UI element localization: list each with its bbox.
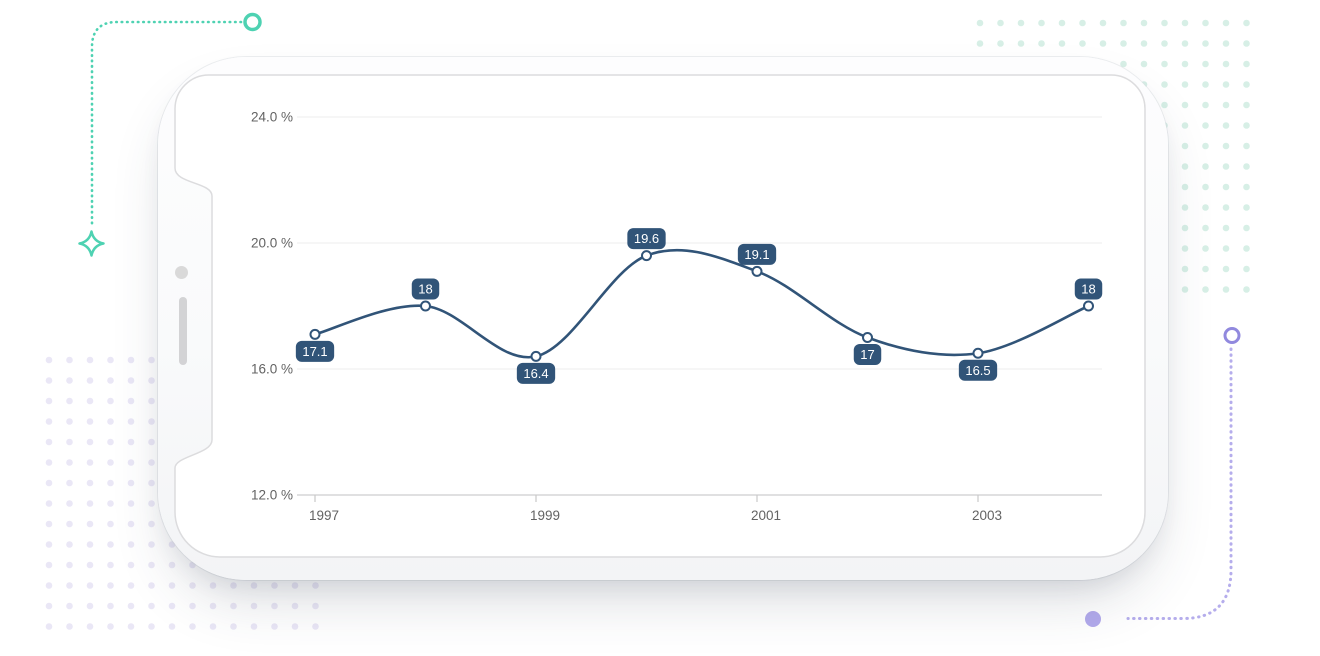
data-point-marker[interactable] [751, 265, 763, 277]
camera-icon [175, 266, 188, 279]
x-axis-tick-label: 2003 [972, 508, 1002, 523]
earpiece-speaker-icon [179, 297, 187, 365]
y-axis-tick-label: 24.0 % [251, 110, 293, 125]
svg-text:19.1: 19.1 [744, 247, 769, 262]
svg-text:16.4: 16.4 [523, 366, 548, 381]
svg-text:17: 17 [860, 347, 874, 362]
svg-text:19.6: 19.6 [634, 231, 659, 246]
purple-dot-icon [1085, 611, 1101, 627]
data-point-label: 16.4 [516, 362, 556, 384]
data-point-marker[interactable] [641, 250, 652, 262]
svg-text:18: 18 [418, 282, 432, 297]
data-point-marker[interactable] [1083, 300, 1094, 312]
svg-text:18: 18 [1081, 282, 1095, 297]
screen-outline [174, 74, 1146, 558]
teal-circle-icon [243, 12, 262, 32]
data-point-label: 17.1 [295, 340, 335, 362]
svg-text:16.5: 16.5 [965, 363, 990, 378]
y-axis-tick-label: 20.0 % [251, 236, 293, 251]
series-line [314, 248, 1090, 359]
sparkle-icon [78, 230, 105, 257]
svg-text:17.1: 17.1 [302, 344, 327, 359]
data-point-marker[interactable] [862, 332, 873, 343]
data-point-marker[interactable] [420, 300, 431, 312]
y-axis-tick-label: 16.0 % [251, 362, 293, 377]
y-axis-tick-label: 12.0 % [251, 488, 293, 503]
data-point-marker[interactable] [530, 350, 542, 362]
x-axis-tick-label: 1999 [530, 508, 560, 523]
x-axis-tick-label: 2001 [751, 508, 781, 523]
data-point-marker[interactable] [972, 347, 984, 359]
purple-circle-icon [1223, 327, 1241, 344]
smartphone-mockup: 24.0 % 20.0 % 16.0 % 12.0 % 1997 1999 2001 2003… [158, 57, 1168, 580]
data-point-label: 19.1 [737, 243, 777, 265]
spline-chart: 24.0 % 20.0 % 16.0 % 12.0 % 1997 1999 2001 2003… [251, 110, 1103, 523]
data-point-label: 18 [411, 278, 440, 300]
data-point-label: 19.6 [627, 228, 666, 250]
x-axis-tick-label: 1997 [309, 508, 339, 523]
data-point-label: 17 [853, 344, 882, 365]
data-point-label: 16.5 [958, 359, 998, 381]
data-point-marker[interactable] [309, 328, 321, 340]
data-point-label: 18 [1074, 278, 1103, 300]
